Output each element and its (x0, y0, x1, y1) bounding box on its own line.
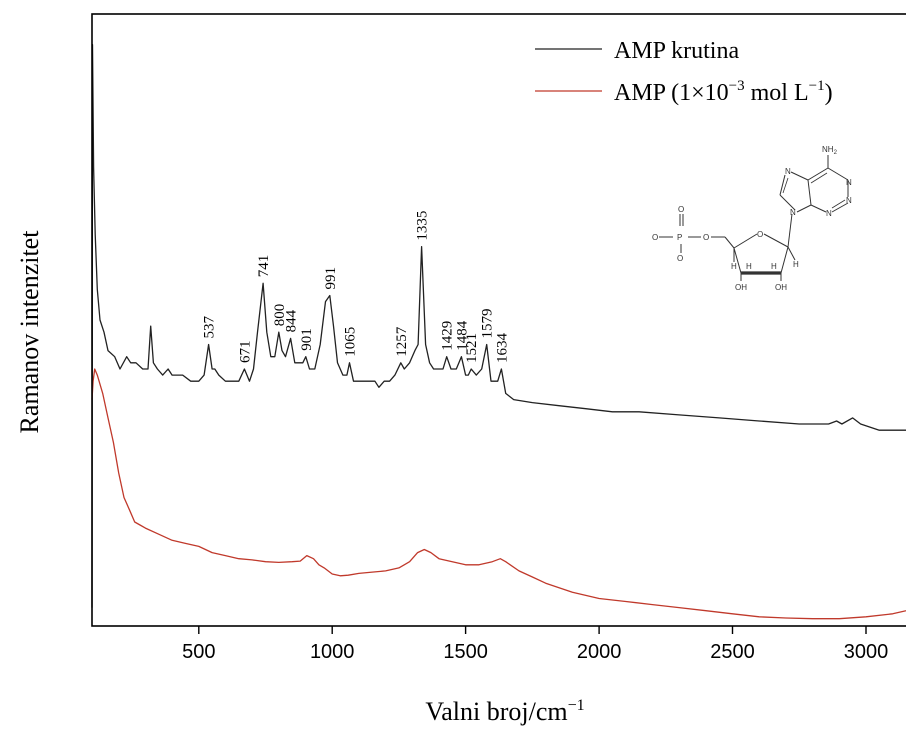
atom-h-right: H (793, 260, 799, 269)
series-layer (91, 43, 906, 620)
legend-solution-sup-1: −1 (809, 78, 825, 94)
x-tick-label-3000: 3000 (844, 641, 889, 663)
atom-h-left: H (731, 262, 737, 271)
peak-label-537: 537 (202, 316, 218, 339)
peak-label-991: 991 (323, 267, 339, 290)
x-tick-label-1000: 1000 (310, 641, 355, 663)
atom-o-ester: O (703, 233, 709, 242)
x-axis-label: Valni broj/cm−1 (425, 697, 584, 726)
legend-solution-part-2: mol L (745, 80, 809, 106)
atom-n-bottom: N (826, 209, 832, 218)
peak-label-844: 844 (284, 309, 300, 332)
legend-label-solid: AMP krutina (614, 38, 739, 64)
plot-frame (91, 13, 906, 627)
atom-o-top: O (678, 205, 684, 214)
legend-solution-part-0: AMP (1×10 (614, 80, 729, 106)
atom-p: P (677, 233, 682, 242)
peak-label-741: 741 (256, 255, 272, 278)
peak-label-800: 800 (272, 304, 288, 327)
x-tick-label-2500: 2500 (710, 641, 755, 663)
atom-o-bottom: O (677, 254, 683, 263)
atom-n9: N (790, 208, 796, 217)
atom-nh2: NH2 (822, 145, 838, 156)
peak-label-1335: 1335 (415, 211, 431, 241)
atom-o-ring: O (757, 230, 763, 239)
legend-label-solution: AMP (1×10−3 mol L−1) (614, 78, 833, 106)
series-line-solid (91, 43, 906, 608)
atom-h-mid1: H (746, 262, 752, 271)
x-tick-label-500: 500 (182, 641, 215, 663)
atom-h-mid2: H (771, 262, 777, 271)
amp-structure-labels: NH2 O O O P O O N N N N N H H H H OH OH (652, 145, 852, 292)
x-axis-ticks: 500 1000 1500 2000 2500 3000 (182, 626, 888, 663)
peak-label-1065: 1065 (343, 327, 359, 357)
atom-o-left: O (652, 233, 658, 242)
y-axis-label: Ramanov intenzitet (15, 230, 44, 434)
legend: AMP krutina AMP (1×10−3 mol L−1) (535, 38, 833, 106)
atom-n-top: N (785, 167, 791, 176)
peak-label-1521: 1521 (464, 333, 480, 363)
legend-solution-sup-0: −3 (729, 78, 745, 94)
peak-label-901: 901 (299, 328, 315, 351)
x-axis-label-text: Valni broj/cm (425, 697, 567, 726)
peak-label-1634: 1634 (494, 332, 510, 363)
x-tick-label-1500: 1500 (443, 641, 488, 663)
peak-label-1257: 1257 (394, 326, 410, 357)
amp-structure (659, 155, 849, 281)
legend-solution-part-4: ) (825, 80, 833, 106)
peak-label-671: 671 (237, 341, 253, 364)
x-tick-label-2000: 2000 (577, 641, 622, 663)
atom-n-right1: N (846, 178, 852, 187)
peak-label-1579: 1579 (480, 309, 496, 339)
x-axis-label-sup: −1 (568, 697, 585, 714)
atom-n-right2: N (846, 196, 852, 205)
atom-oh-right: OH (775, 283, 787, 292)
peak-label-1484: 1484 (454, 320, 470, 351)
atom-oh-left: OH (735, 283, 747, 292)
peak-label-1429: 1429 (440, 321, 456, 351)
series-line-solution (91, 368, 906, 620)
